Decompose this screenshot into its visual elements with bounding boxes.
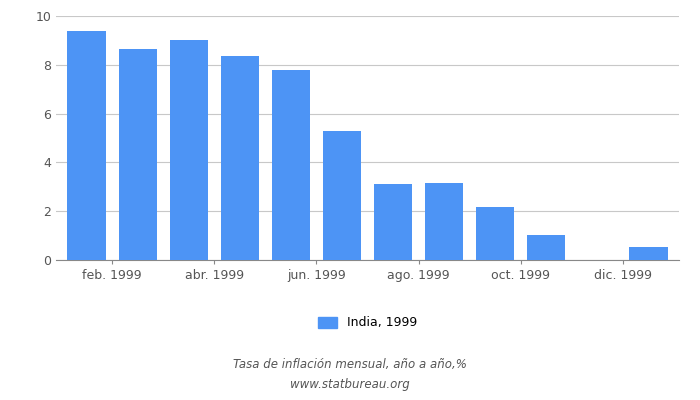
Text: www.statbureau.org: www.statbureau.org bbox=[290, 378, 410, 391]
Bar bbox=[527, 235, 566, 260]
Bar bbox=[220, 56, 259, 260]
Bar bbox=[272, 70, 310, 260]
Bar bbox=[374, 184, 412, 260]
Legend: India, 1999: India, 1999 bbox=[312, 310, 424, 336]
Bar bbox=[67, 31, 106, 260]
Bar bbox=[629, 247, 668, 260]
Text: Tasa de inflación mensual, año a año,%: Tasa de inflación mensual, año a año,% bbox=[233, 358, 467, 371]
Bar bbox=[425, 183, 463, 260]
Bar bbox=[476, 206, 514, 260]
Bar bbox=[323, 131, 361, 260]
Bar bbox=[118, 49, 157, 260]
Bar bbox=[169, 40, 208, 260]
